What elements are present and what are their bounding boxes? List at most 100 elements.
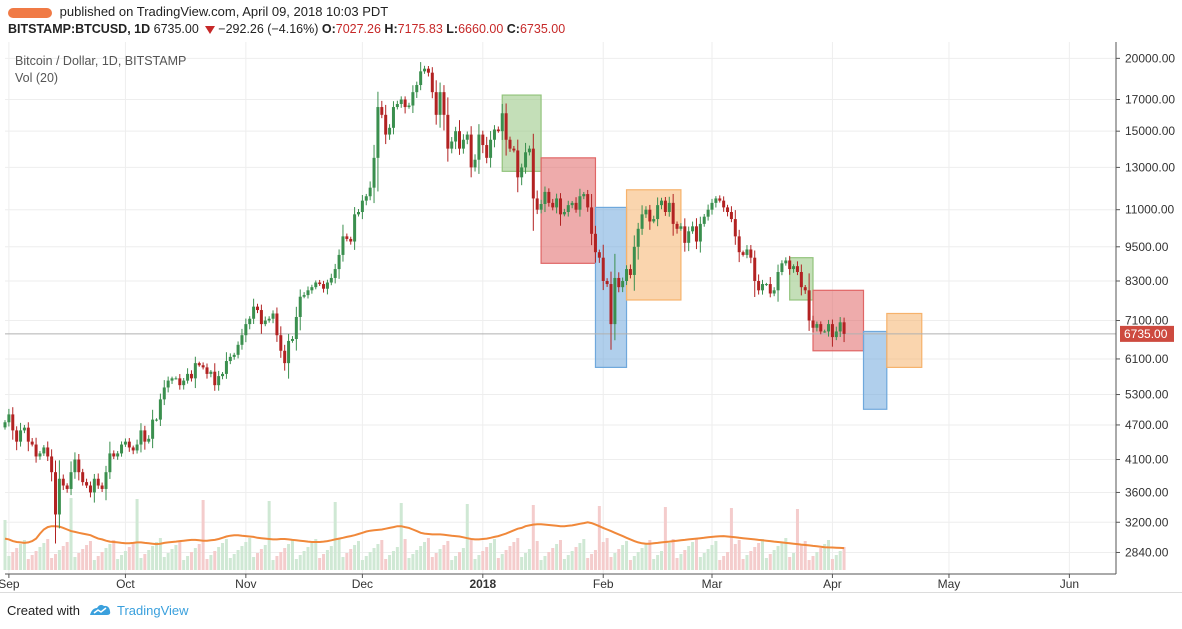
candle-body <box>644 209 648 215</box>
candle-body <box>450 141 454 149</box>
volume-bar <box>372 548 376 570</box>
volume-bar <box>294 559 298 570</box>
candle-body <box>209 371 213 374</box>
footer: Created with TradingView <box>0 592 1182 629</box>
time-tick-label: 2018 <box>469 577 496 591</box>
volume-bar <box>842 547 846 570</box>
volume-bar <box>838 551 842 570</box>
volume-bar <box>112 540 116 570</box>
candle-body <box>543 191 547 205</box>
author-avatar[interactable] <box>8 7 52 18</box>
candle-body <box>108 453 112 473</box>
volume-bar <box>426 538 430 570</box>
candle-body <box>54 472 57 515</box>
candle-body <box>430 72 434 93</box>
volume-bar <box>516 538 520 570</box>
volume-bar <box>710 545 714 570</box>
volume-bar <box>481 551 485 570</box>
volume-bar <box>706 549 710 570</box>
time-axis[interactable]: Sep Oct Nov Dec 2018 Feb Mar Apr May Jun <box>0 573 1116 591</box>
volume-bar <box>465 504 469 570</box>
candle-body <box>275 313 279 336</box>
volume-ma-line <box>4 521 845 550</box>
candle-body <box>294 316 298 340</box>
candle-body <box>803 287 807 291</box>
volume-bar <box>178 541 182 570</box>
volume-bar <box>65 542 69 570</box>
volume-bar <box>368 552 372 570</box>
candle-body <box>671 202 675 224</box>
price-axis[interactable]: 20000.00 17000.00 15000.00 13000.00 11000.00… <box>1115 42 1175 574</box>
candle-body <box>489 139 493 158</box>
candle-body <box>434 92 438 115</box>
volume-bar <box>69 498 73 570</box>
candle-body <box>819 324 823 332</box>
candle-body <box>232 354 236 357</box>
time-tick-label: Feb <box>593 577 614 591</box>
volume-bar <box>267 501 271 570</box>
volume-bar <box>213 551 217 570</box>
drawing-rectangles[interactable] <box>501 94 923 410</box>
volume-bar <box>139 558 143 570</box>
volume-bar <box>357 541 360 570</box>
candle-body <box>123 441 127 445</box>
volume-bar <box>193 548 197 570</box>
price-chart[interactable]: 20000.00 17000.00 15000.00 13000.00 11000.00… <box>0 42 1182 592</box>
volume-bar <box>42 543 46 570</box>
candle-body <box>605 280 609 285</box>
volume-bar <box>489 543 493 570</box>
volume-bar <box>753 547 757 570</box>
candle-body <box>535 198 539 210</box>
volume-bar <box>784 538 788 570</box>
candlestick-series <box>3 62 846 544</box>
candle-body <box>830 324 834 338</box>
candle-body <box>574 202 578 210</box>
candle-body <box>438 92 442 115</box>
volume-bar <box>772 550 776 570</box>
volume-bar <box>830 559 834 570</box>
candle-body <box>139 430 143 445</box>
volume-bar <box>186 556 190 570</box>
volume-bar <box>617 549 621 570</box>
volume-bar <box>228 558 232 570</box>
price-tick-label: 7100.00 <box>1125 314 1169 328</box>
volume-bar <box>578 543 582 570</box>
candle-body <box>104 472 108 489</box>
candle-body <box>593 233 597 253</box>
volume-bar <box>737 540 741 570</box>
tradingview-logo-icon[interactable] <box>88 602 112 618</box>
tradingview-link[interactable]: TradingView <box>117 603 189 618</box>
price-tick-label: 11000.00 <box>1125 203 1174 217</box>
open-label: O: <box>321 22 336 36</box>
candle-body <box>524 152 528 168</box>
volume-bar <box>675 558 679 570</box>
time-tick-label: May <box>938 577 961 591</box>
price-tick-label: 20000.00 <box>1125 51 1175 65</box>
candle-body <box>92 478 96 493</box>
candle-body <box>158 399 162 420</box>
candle-body <box>357 212 360 215</box>
candle-body <box>46 447 50 457</box>
volume-bar <box>446 541 450 570</box>
time-tick-label: Mar <box>702 577 723 591</box>
candle-body <box>687 231 691 243</box>
price-tick-label: 4700.00 <box>1125 418 1169 432</box>
volume-bar <box>329 546 333 570</box>
candle-body <box>597 252 601 258</box>
time-tick-label: Oct <box>116 577 135 591</box>
volume-bar <box>628 560 632 570</box>
volume-bar <box>88 541 92 570</box>
candle-body <box>186 373 190 381</box>
volume-bar <box>189 552 193 570</box>
volume-bar <box>527 549 531 570</box>
volume-bar <box>605 538 609 570</box>
candle-body <box>217 376 221 386</box>
candle-body <box>722 200 726 208</box>
chart-grid <box>5 42 1116 574</box>
candle-body <box>302 295 306 297</box>
volume-bar <box>26 559 30 570</box>
volume-bar <box>341 557 345 570</box>
candle-body <box>772 290 776 294</box>
volume-bar <box>520 557 524 570</box>
high-value: 7175.83 <box>397 22 443 36</box>
